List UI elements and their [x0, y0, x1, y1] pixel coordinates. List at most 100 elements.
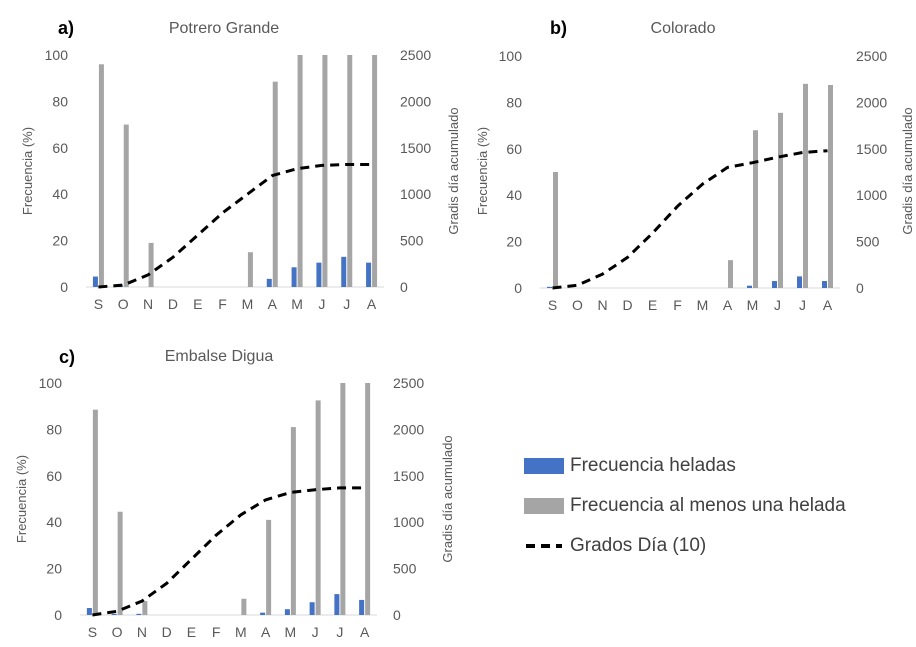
bar-frecuencia-al-menos-una-helada: [372, 55, 378, 287]
bar-frecuencia-al-menos-una-helada: [365, 383, 371, 615]
legend-swatch-at-least-one-frost: [524, 498, 564, 514]
line-grados-dia: [552, 149, 828, 290]
legend-label-at-least-one-frost: Frecuencia al menos una helada: [570, 495, 846, 516]
y-tick-label: 40: [52, 186, 68, 202]
x-tick-label: E: [187, 624, 196, 640]
bar-frecuencia-heladas: [266, 278, 272, 287]
x-tick-label: J: [336, 624, 343, 640]
y2-tick-label: 1000: [393, 514, 424, 530]
bar-frecuencia-heladas: [291, 267, 297, 287]
bar-frecuencia-al-menos-una-helada: [347, 55, 353, 287]
bar-frecuencia-heladas: [822, 281, 827, 288]
x-tick-label: M: [242, 296, 254, 312]
bar-frecuencia-heladas: [334, 594, 340, 615]
bar-frecuencia-al-menos-una-helada: [322, 55, 328, 287]
line-grados-dia: [92, 486, 365, 617]
bar-frecuencia-al-menos-una-helada: [803, 83, 808, 288]
x-tick-label: A: [823, 297, 833, 313]
y2-tick-label: 2000: [400, 93, 431, 109]
y2-tick-label: 2500: [393, 375, 424, 391]
y-tick-label: 80: [52, 93, 68, 109]
x-tick-label: D: [162, 624, 172, 640]
chart-title: Potrero Grande: [169, 20, 279, 37]
x-tick-label: S: [548, 297, 557, 313]
bar-frecuencia-al-menos-una-helada: [728, 260, 733, 288]
y-tick-label: 80: [506, 94, 522, 110]
x-tick-label: S: [88, 624, 97, 640]
x-tick-label: J: [799, 297, 806, 313]
x-tick-label: F: [673, 297, 682, 313]
y-tick-label: 60: [46, 468, 62, 484]
bar-frecuencia-al-menos-una-helada: [828, 85, 833, 288]
y2-tick-label: 0: [856, 280, 864, 296]
x-tick-label: O: [112, 624, 123, 640]
x-tick-label: J: [774, 297, 781, 313]
y-tick-label: 100: [499, 48, 523, 64]
x-tick-label: F: [212, 624, 221, 640]
x-tick-label: D: [622, 297, 632, 313]
x-tick-label: M: [285, 624, 297, 640]
x-tick-label: S: [94, 296, 103, 312]
x-tick-label: M: [291, 296, 303, 312]
legend-swatch-degree-days: [526, 544, 562, 548]
x-tick-label: M: [697, 297, 709, 313]
chart-panel-colorado: b) Colorado020406080100050010001500200025…: [475, 18, 915, 313]
bar-frecuencia-heladas: [86, 608, 92, 615]
bar-frecuencia-al-menos-una-helada: [753, 130, 758, 288]
x-tick-label: N: [143, 296, 153, 312]
y-tick-label: 40: [506, 187, 522, 203]
y2-tick-label: 500: [856, 234, 880, 250]
y-tick-label: 60: [52, 140, 68, 156]
y-tick-label: 0: [54, 607, 62, 623]
x-tick-label: E: [193, 296, 202, 312]
bar-frecuencia-heladas: [309, 602, 315, 615]
bar-frecuencia-heladas: [547, 286, 552, 288]
y2-tick-label: 1500: [400, 140, 431, 156]
y-tick-label: 60: [506, 141, 522, 157]
bar-frecuencia-heladas: [136, 613, 142, 615]
y2-axis-title: Gradis día acumulado: [900, 107, 915, 234]
y-tick-label: 0: [514, 280, 522, 296]
chart-title: Embalse Digua: [165, 348, 274, 365]
bar-frecuencia-al-menos-una-helada: [778, 112, 783, 288]
y2-tick-label: 0: [400, 279, 408, 295]
bar-frecuencia-al-menos-una-helada: [92, 409, 98, 615]
bar-frecuencia-al-menos-una-helada: [315, 400, 321, 615]
bar-frecuencia-heladas: [316, 262, 322, 287]
y-axis-title: Frecuencia (%): [20, 127, 35, 215]
bar-frecuencia-heladas: [111, 613, 117, 615]
line-grados-dia: [98, 163, 372, 289]
y-tick-label: 20: [46, 561, 62, 577]
bar-frecuencia-al-menos-una-helada: [266, 519, 272, 615]
y2-tick-label: 2000: [393, 421, 424, 437]
bar-frecuencia-heladas: [341, 256, 347, 287]
x-tick-label: M: [235, 624, 247, 640]
bar-frecuencia-al-menos-una-helada: [241, 598, 247, 615]
bar-frecuencia-heladas: [359, 599, 365, 615]
legend-label-frost-frequency: Frecuencia heladas: [570, 455, 736, 476]
bar-frecuencia-al-menos-una-helada: [553, 172, 558, 288]
y-tick-label: 100: [45, 47, 69, 63]
y2-axis-title: Gradis día acumulado: [440, 435, 455, 562]
x-tick-label: N: [597, 297, 607, 313]
x-tick-label: N: [137, 624, 147, 640]
legend-item-at-least-one-frost: Frecuencia al menos una helada: [524, 486, 904, 526]
bar-frecuencia-al-menos-una-helada: [247, 252, 253, 287]
bar-frecuencia-heladas: [366, 262, 372, 287]
y-tick-label: 0: [60, 279, 68, 295]
x-tick-label: F: [218, 296, 227, 312]
bar-frecuencia-al-menos-una-helada: [340, 383, 346, 615]
bar-frecuencia-al-menos-una-helada: [148, 242, 154, 287]
bar-frecuencia-heladas: [772, 281, 777, 288]
x-tick-label: A: [360, 624, 370, 640]
x-tick-label: O: [118, 296, 129, 312]
chart-panel-potrero-grande: a) Potrero Grande020406080100050010001500…: [20, 18, 461, 312]
y2-tick-label: 500: [400, 233, 424, 249]
y-tick-label: 100: [39, 375, 63, 391]
legend-swatch-frost-frequency: [524, 458, 564, 474]
y2-axis-title: Gradis día acumulado: [446, 107, 461, 234]
y2-tick-label: 2500: [856, 48, 887, 64]
y2-tick-label: 1000: [856, 187, 887, 203]
x-tick-label: A: [261, 624, 271, 640]
